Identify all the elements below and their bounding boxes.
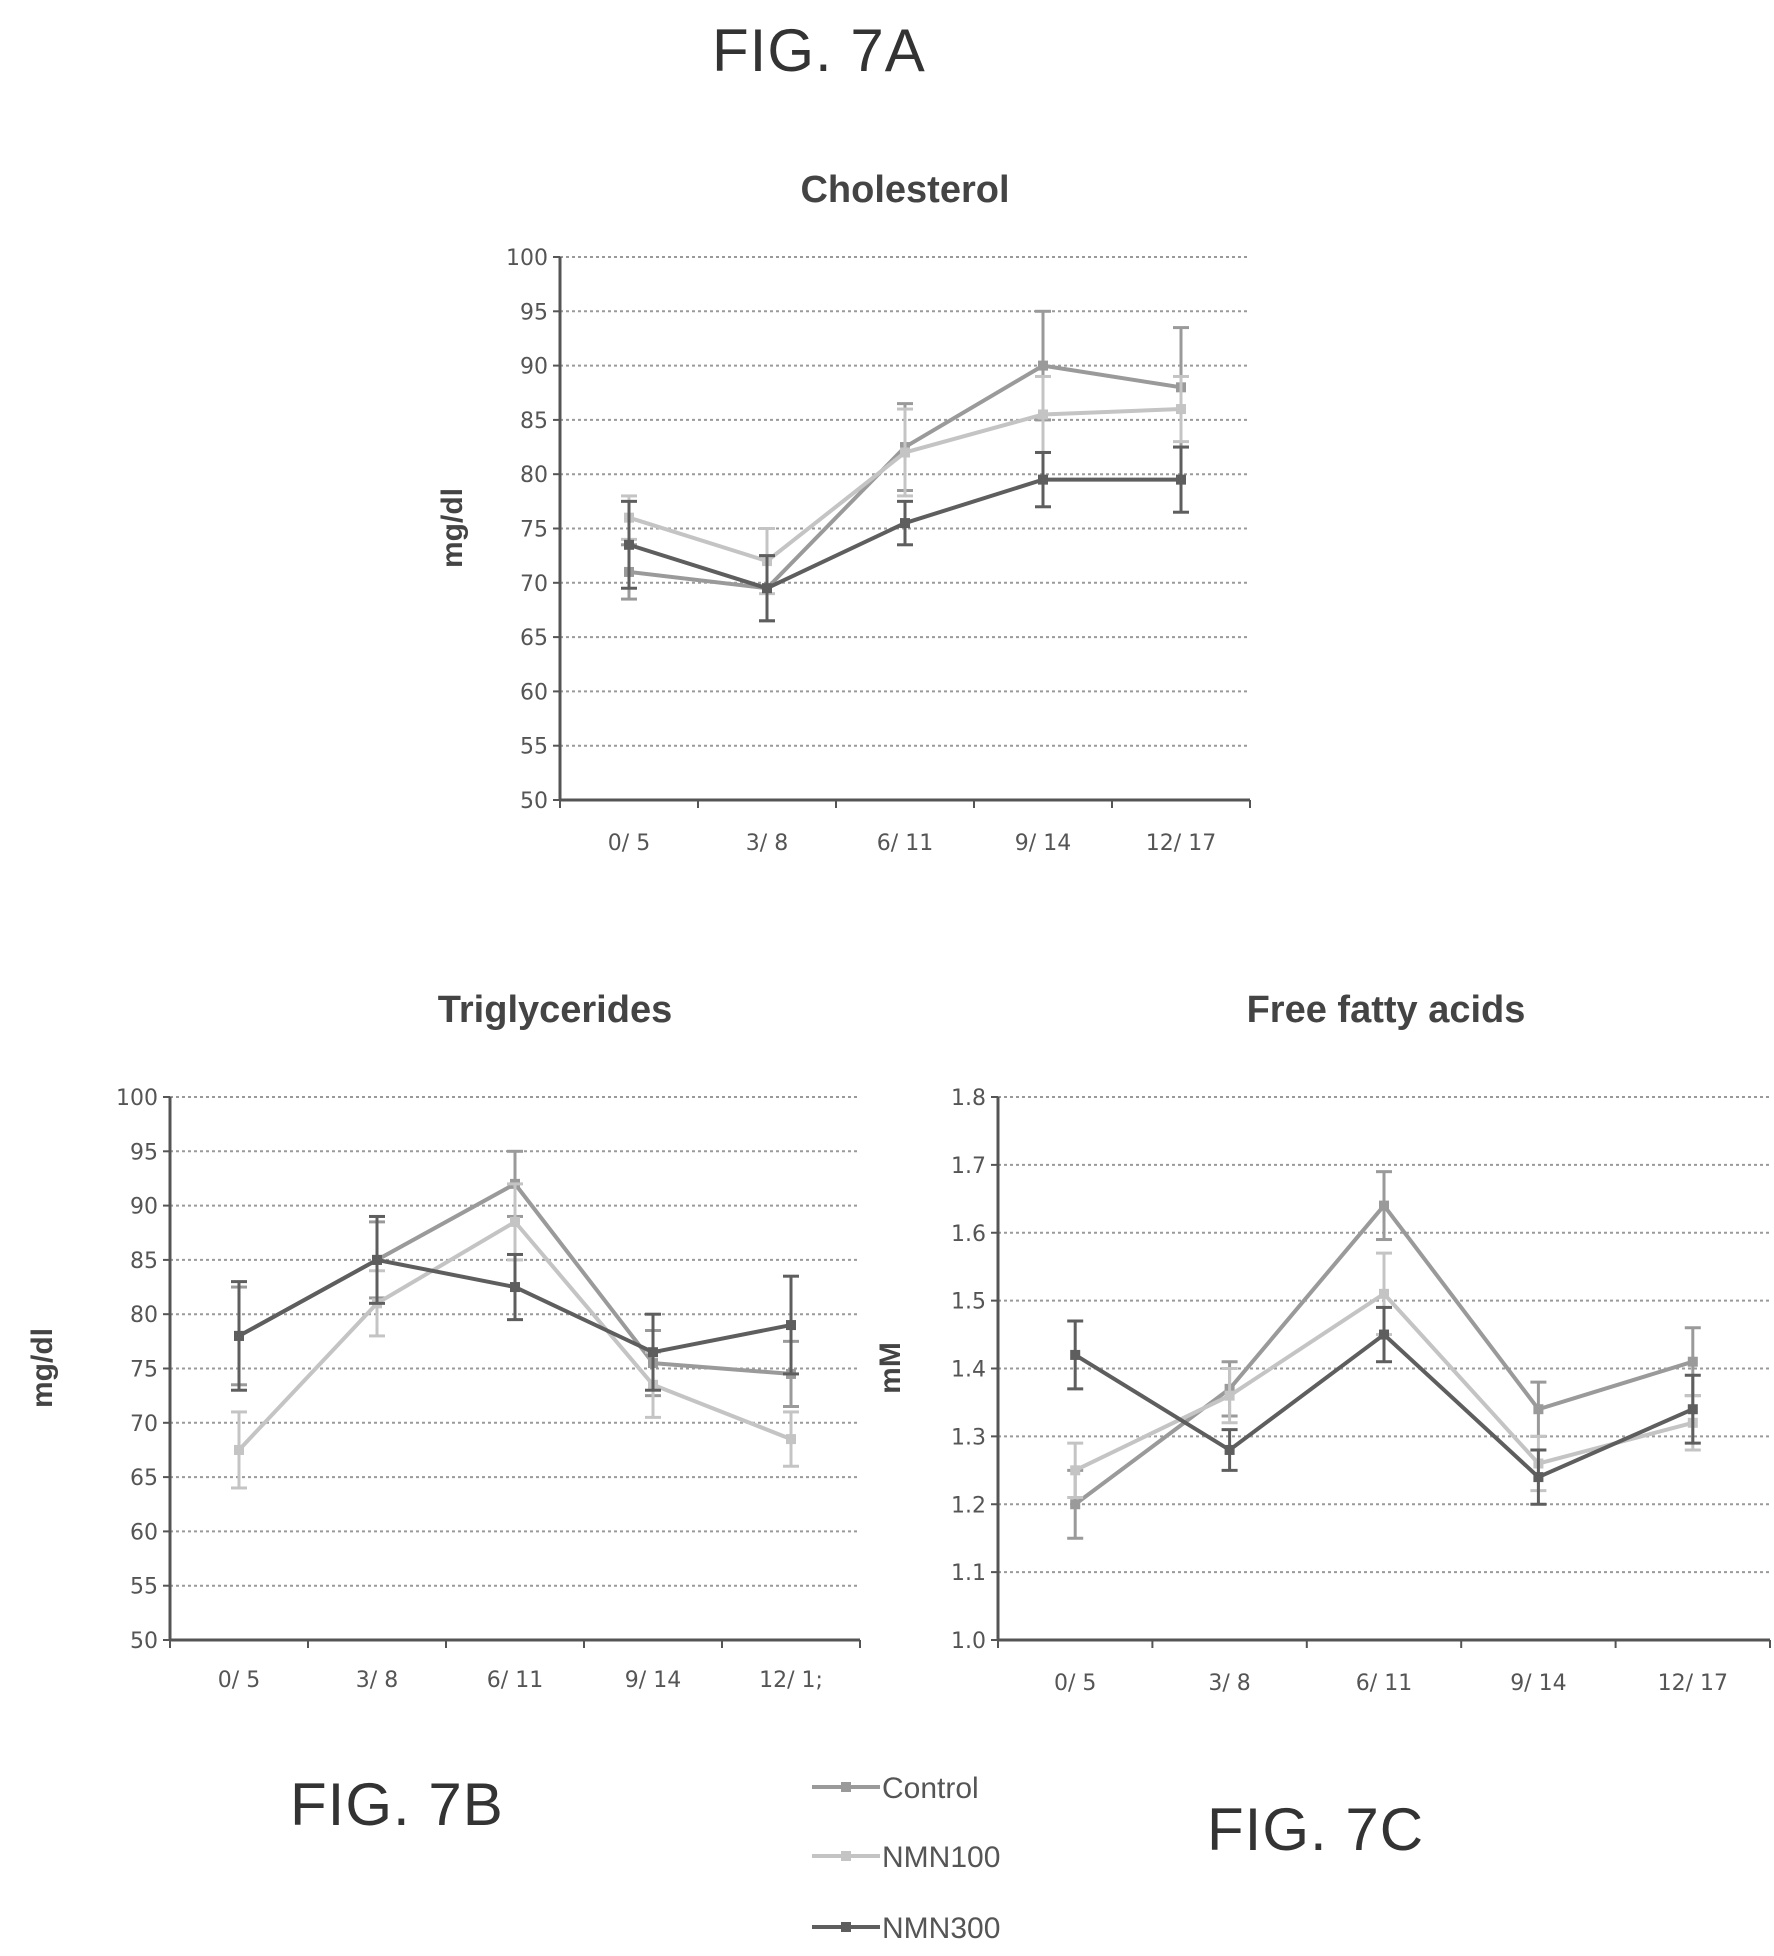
chart-a-y-tick-label: 50 xyxy=(520,789,548,814)
chart-b-series-nmn100-marker xyxy=(510,1216,520,1227)
chart-b-y-tick-label: 65 xyxy=(130,1466,158,1491)
chart-b-y-tick-label: 90 xyxy=(130,1195,158,1220)
chart-a-y-tick-label: 80 xyxy=(520,463,548,488)
chart-c-series-nmn300-marker xyxy=(1224,1444,1235,1455)
chart-a-series-nmn300-marker xyxy=(900,518,910,529)
chart-c-title: Free fatty acids xyxy=(1247,989,1526,1031)
chart-b-x-tick-label: 12/ 1; xyxy=(759,1668,823,1693)
chart-a-x-tick-label: 6/ 11 xyxy=(877,831,933,856)
chart-b-y-axis-title: mg/dl xyxy=(26,1328,59,1408)
chart-a-y-tick-label: 70 xyxy=(520,572,548,597)
chart-c-x-tick-label: 12/ 17 xyxy=(1658,1671,1728,1696)
chart-b-series-nmn300-marker xyxy=(786,1320,796,1331)
chart-c-series-nmn300-marker xyxy=(1533,1472,1544,1483)
chart-b-series-nmn300-marker xyxy=(510,1282,520,1293)
chart-a-series-nmn100-marker xyxy=(1176,404,1186,415)
chart-a-series-nmn100-marker xyxy=(1038,409,1048,420)
chart-a-y-tick-label: 65 xyxy=(520,626,548,651)
chart-c-series-nmn300-marker xyxy=(1687,1404,1698,1415)
chart-c-series-control-marker xyxy=(1687,1356,1698,1367)
chart-c-series-control-marker xyxy=(1379,1200,1389,1211)
chart-b-series-nmn300-marker xyxy=(372,1254,382,1265)
chart-b-title: Triglycerides xyxy=(438,989,672,1031)
chart-c-x-tick-label: 6/ 11 xyxy=(1356,1671,1412,1696)
chart-c-y-tick-label: 1.0 xyxy=(951,1629,986,1654)
chart-a-series-nmn100-marker xyxy=(900,447,910,458)
chart-c-y-tick-label: 1.3 xyxy=(951,1425,986,1450)
chart-c-y-axis-title: mM xyxy=(874,1342,907,1394)
legend-marker-nmn100 xyxy=(841,1851,851,1861)
chart-b-x-tick-label: 3/ 8 xyxy=(356,1668,398,1693)
chart-c-series-nmn300-marker xyxy=(1070,1349,1081,1360)
chart-c-y-tick-label: 1.5 xyxy=(951,1290,986,1315)
chart-a-series-nmn300-marker xyxy=(624,539,634,550)
chart-b-y-tick-label: 80 xyxy=(130,1303,158,1328)
chart-b-series-nmn100-marker xyxy=(786,1434,796,1445)
chart-a-x-tick-label: 12/ 17 xyxy=(1146,831,1216,856)
chart-b-series-nmn300-marker xyxy=(648,1347,658,1358)
chart-b-x-tick-label: 6/ 11 xyxy=(487,1668,543,1693)
legend-label-control: Control xyxy=(882,1772,979,1805)
chart-c-x-tick-label: 9/ 14 xyxy=(1510,1671,1566,1696)
figure-label-7a: FIG. 7A xyxy=(712,17,926,84)
chart-c-series-nmn100-marker xyxy=(1224,1390,1235,1401)
chart-b-x-tick-label: 0/ 5 xyxy=(218,1668,260,1693)
chart-c-series-nmn100-marker xyxy=(1070,1465,1081,1476)
chart-b-series-nmn300-marker xyxy=(234,1330,244,1341)
chart-c-x-tick-label: 0/ 5 xyxy=(1054,1671,1096,1696)
chart-a-y-tick-label: 95 xyxy=(520,300,548,325)
chart-a-x-tick-label: 9/ 14 xyxy=(1015,831,1071,856)
legend-label-nmn300: NMN300 xyxy=(882,1912,1000,1945)
chart-c-y-tick-label: 1.8 xyxy=(951,1086,986,1111)
legend-marker-nmn300 xyxy=(841,1922,851,1932)
legend-marker-control xyxy=(841,1782,851,1792)
chart-a-y-tick-label: 90 xyxy=(520,355,548,380)
chart-c-y-tick-label: 1.2 xyxy=(951,1493,986,1518)
chart-b-y-tick-label: 60 xyxy=(130,1520,158,1545)
chart-a-x-tick-label: 0/ 5 xyxy=(608,831,650,856)
chart-b-y-tick-label: 100 xyxy=(116,1086,158,1111)
chart-c-series-nmn300-marker xyxy=(1379,1329,1389,1340)
chart-b-x-tick-label: 9/ 14 xyxy=(625,1668,681,1693)
chart-c-y-tick-label: 1.1 xyxy=(951,1561,986,1586)
chart-c-y-tick-label: 1.4 xyxy=(951,1358,986,1383)
chart-a-y-axis-title: mg/dl xyxy=(436,488,469,568)
chart-a-x-tick-label: 3/ 8 xyxy=(746,831,788,856)
chart-b-y-tick-label: 50 xyxy=(130,1629,158,1654)
chart-c-y-tick-label: 1.7 xyxy=(951,1154,986,1179)
chart-a-y-tick-label: 55 xyxy=(520,735,548,760)
chart-a-series-nmn300-marker xyxy=(762,583,772,594)
chart-c-x-tick-label: 3/ 8 xyxy=(1208,1671,1250,1696)
chart-a-y-tick-label: 60 xyxy=(520,680,548,705)
chart-c-series-control-marker xyxy=(1070,1499,1081,1510)
chart-b-series-nmn100-marker xyxy=(234,1444,244,1455)
chart-a-y-tick-label: 85 xyxy=(520,409,548,434)
chart-b-y-tick-label: 55 xyxy=(130,1575,158,1600)
chart-a-series-control-marker xyxy=(1038,360,1048,371)
figure-label-7b: FIG. 7B xyxy=(290,1771,504,1838)
legend-label-nmn100: NMN100 xyxy=(882,1841,1000,1874)
chart-a-series-nmn300-marker xyxy=(1176,474,1186,485)
chart-b-y-tick-label: 85 xyxy=(130,1249,158,1274)
figure-label-7c: FIG. 7C xyxy=(1207,1796,1425,1863)
chart-c-series-control-marker xyxy=(1533,1404,1544,1415)
chart-b-y-tick-label: 75 xyxy=(130,1358,158,1383)
chart-b-y-tick-label: 95 xyxy=(130,1140,158,1165)
chart-a-title: Cholesterol xyxy=(800,169,1009,211)
chart-c-series-nmn100-marker xyxy=(1379,1288,1389,1299)
chart-c-y-tick-label: 1.6 xyxy=(951,1222,986,1247)
chart-b-y-tick-label: 70 xyxy=(130,1412,158,1437)
chart-a-y-tick-label: 75 xyxy=(520,518,548,543)
chart-a-y-tick-label: 100 xyxy=(506,246,548,271)
chart-a-series-nmn300-marker xyxy=(1038,474,1048,485)
